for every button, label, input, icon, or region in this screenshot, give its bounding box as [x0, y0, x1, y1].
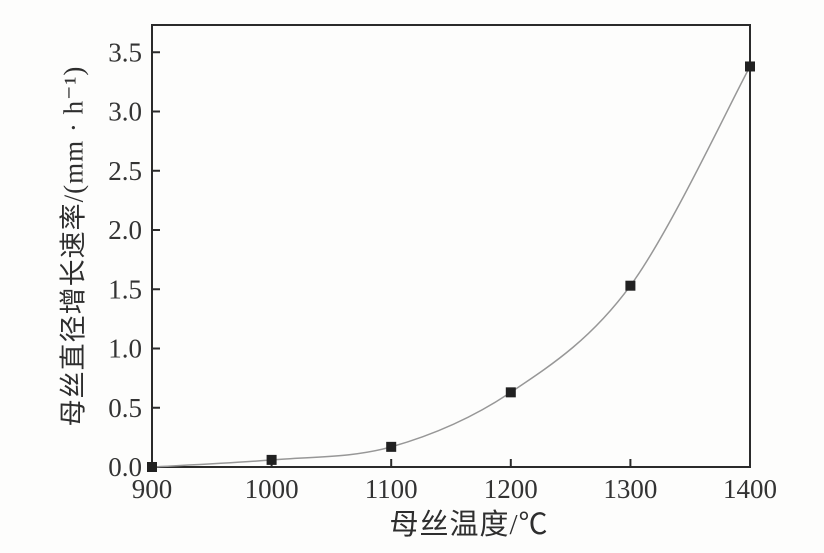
data-point-marker [266, 454, 277, 465]
x-axis-title: 母丝温度/℃ [389, 509, 549, 541]
y-tick-label: 1.5 [108, 274, 142, 304]
y-tick-label: 2.5 [108, 156, 142, 186]
y-tick-label: 3.5 [108, 37, 142, 67]
axis-ticks [151, 51, 751, 468]
y-tick-label: 2.0 [108, 215, 142, 245]
x-tick-label: 1400 [723, 474, 777, 504]
x-tick-label: 1200 [484, 474, 538, 504]
y-axis-title: 母丝直径增长速率/(mm · h⁻¹) [58, 65, 89, 427]
y-tick-label: 3.0 [108, 97, 142, 127]
data-point-marker [625, 280, 636, 291]
plot-frame [151, 24, 751, 468]
x-tick-label: 900 [132, 474, 173, 504]
tick-labels: 900 1000 1100 1200 1300 1400 0.0 0.5 1.0 1.5 2.0 2.… [108, 37, 777, 504]
data-markers [147, 61, 755, 472]
x-tick-label: 1000 [245, 474, 299, 504]
data-point-marker [147, 462, 157, 472]
x-tick-label: 1300 [603, 474, 657, 504]
data-point-marker [386, 441, 397, 452]
y-tick-label: 1.0 [108, 334, 142, 364]
data-point-marker [505, 387, 516, 398]
y-tick-label: 0.5 [108, 393, 142, 423]
x-tick-label: 1100 [365, 474, 418, 504]
data-curve [151, 66, 751, 468]
y-tick-label: 0.0 [108, 452, 142, 482]
data-point-marker [745, 61, 755, 72]
